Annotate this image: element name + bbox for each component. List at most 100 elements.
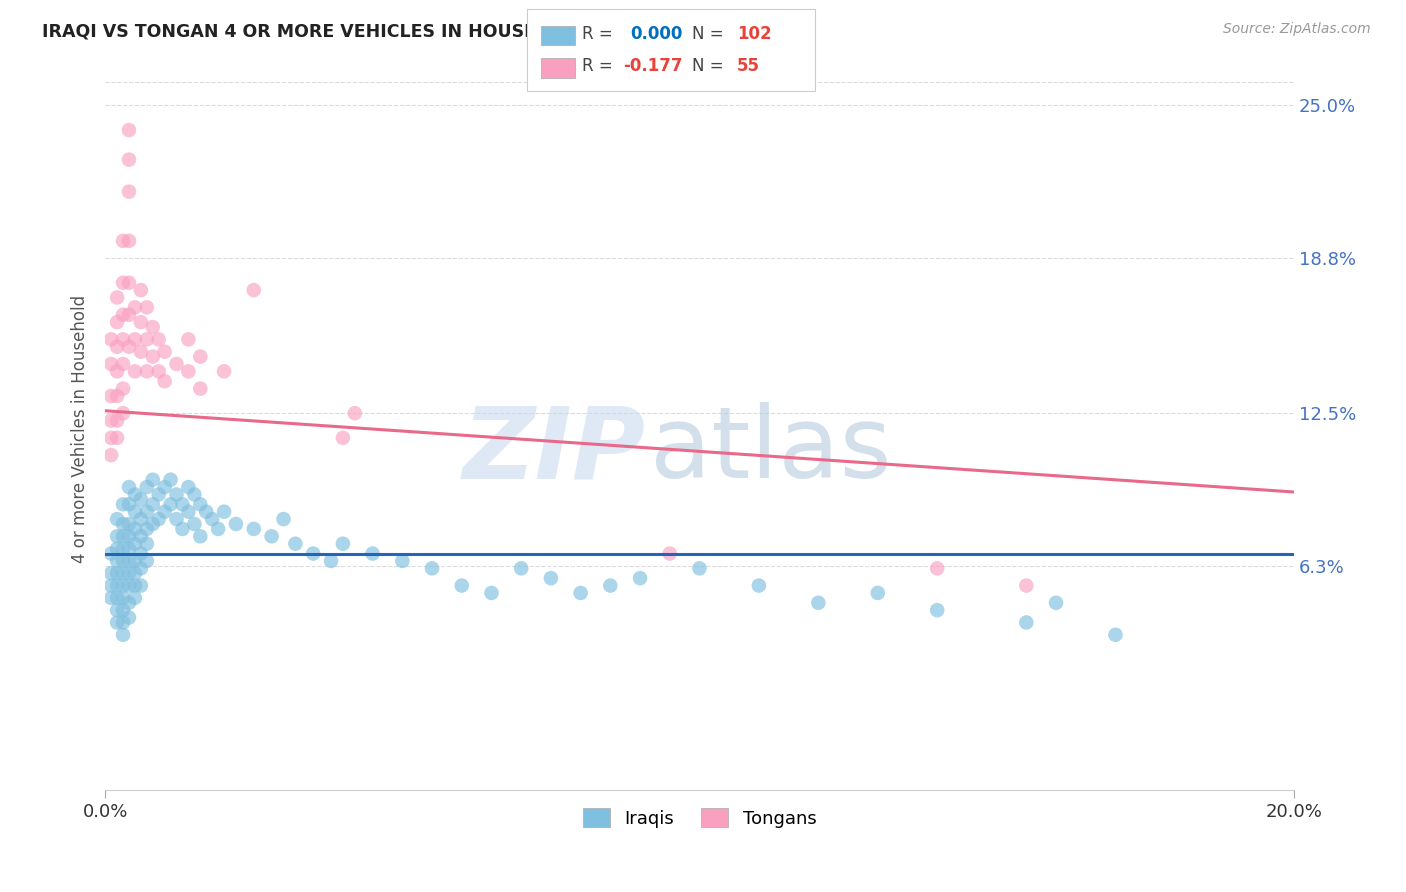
- Point: [142, 320, 165, 334]
- Point: [188, 350, 211, 364]
- Point: [105, 389, 128, 403]
- Point: [569, 586, 592, 600]
- Point: [540, 571, 562, 585]
- Point: [105, 291, 128, 305]
- Point: [112, 497, 135, 511]
- Point: [118, 516, 141, 531]
- Point: [105, 603, 128, 617]
- Point: [183, 516, 205, 531]
- Point: [118, 308, 141, 322]
- Point: [183, 487, 205, 501]
- Point: [807, 596, 830, 610]
- Point: [135, 480, 157, 494]
- Point: [105, 364, 128, 378]
- Point: [1015, 615, 1038, 630]
- Point: [153, 344, 176, 359]
- Point: [105, 566, 128, 581]
- Point: [100, 357, 122, 371]
- Point: [100, 431, 122, 445]
- Point: [172, 497, 194, 511]
- Point: [100, 566, 122, 581]
- Point: [135, 522, 157, 536]
- Point: [112, 276, 135, 290]
- Point: [866, 586, 889, 600]
- Point: [927, 603, 949, 617]
- Point: [129, 529, 152, 543]
- Point: [112, 554, 135, 568]
- Point: [124, 364, 146, 378]
- Point: [129, 547, 152, 561]
- Text: 0.000: 0.000: [630, 25, 682, 43]
- Point: [118, 497, 141, 511]
- Point: [105, 315, 128, 329]
- Point: [118, 185, 141, 199]
- Point: [148, 512, 170, 526]
- Point: [172, 522, 194, 536]
- Point: [112, 332, 135, 346]
- Point: [135, 554, 157, 568]
- Text: -0.177: -0.177: [623, 57, 682, 75]
- Point: [118, 234, 141, 248]
- Point: [100, 414, 122, 428]
- Point: [153, 505, 176, 519]
- Point: [118, 340, 141, 354]
- Point: [212, 364, 235, 378]
- Point: [343, 406, 366, 420]
- Text: R =: R =: [582, 25, 619, 43]
- Point: [1015, 578, 1038, 592]
- Point: [481, 586, 503, 600]
- Point: [142, 516, 165, 531]
- Point: [142, 473, 165, 487]
- Point: [201, 512, 224, 526]
- Point: [242, 522, 264, 536]
- Point: [124, 566, 146, 581]
- Point: [628, 571, 651, 585]
- Point: [450, 578, 472, 592]
- Point: [112, 628, 135, 642]
- Point: [159, 497, 181, 511]
- Point: [129, 344, 152, 359]
- Point: [135, 301, 157, 315]
- Point: [599, 578, 621, 592]
- Point: [153, 374, 176, 388]
- Point: [129, 492, 152, 507]
- Point: [118, 153, 141, 167]
- Point: [129, 578, 152, 592]
- Text: IRAQI VS TONGAN 4 OR MORE VEHICLES IN HOUSEHOLD CORRELATION CHART: IRAQI VS TONGAN 4 OR MORE VEHICLES IN HO…: [42, 22, 806, 40]
- Point: [159, 473, 181, 487]
- Point: [105, 512, 128, 526]
- Point: [129, 315, 152, 329]
- Point: [118, 610, 141, 624]
- Point: [124, 537, 146, 551]
- Point: [112, 382, 135, 396]
- Point: [112, 566, 135, 581]
- Point: [118, 480, 141, 494]
- Point: [124, 554, 146, 568]
- Text: N =: N =: [692, 57, 728, 75]
- Point: [153, 480, 176, 494]
- Point: [319, 554, 342, 568]
- Point: [112, 591, 135, 605]
- Text: 55: 55: [737, 57, 759, 75]
- Point: [118, 566, 141, 581]
- Point: [129, 283, 152, 297]
- Point: [225, 516, 247, 531]
- Point: [105, 431, 128, 445]
- Text: R =: R =: [582, 57, 619, 75]
- Point: [124, 487, 146, 501]
- Point: [124, 578, 146, 592]
- Point: [332, 537, 354, 551]
- Point: [1104, 628, 1126, 642]
- Point: [112, 578, 135, 592]
- Point: [118, 554, 141, 568]
- Point: [112, 406, 135, 420]
- Point: [105, 340, 128, 354]
- Legend: Iraqis, Tongans: Iraqis, Tongans: [575, 801, 824, 835]
- Point: [242, 283, 264, 297]
- Point: [510, 561, 533, 575]
- Point: [112, 308, 135, 322]
- Point: [112, 541, 135, 556]
- Point: [129, 561, 152, 575]
- Point: [260, 529, 283, 543]
- Point: [124, 332, 146, 346]
